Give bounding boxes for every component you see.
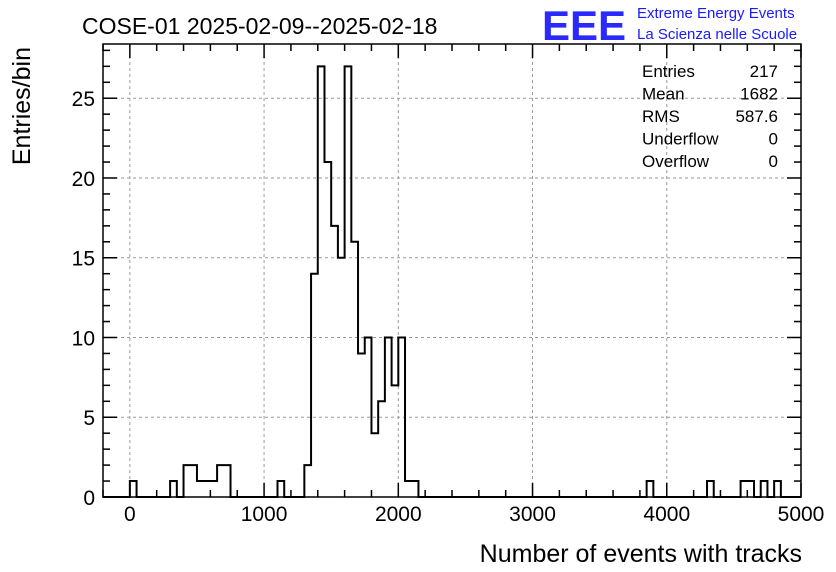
- eee-logo: EEE Extreme Energy Events La Scienza nel…: [542, 2, 797, 49]
- y-tick-label: 25: [72, 88, 95, 111]
- stats-value: 0: [769, 152, 778, 171]
- x-tick-label: 3000: [509, 503, 556, 526]
- stats-value: 1682: [740, 85, 778, 104]
- x-tick-label: 4000: [643, 503, 690, 526]
- stats-value: 0: [769, 130, 778, 149]
- stats-box: Entries 217 Mean 1682 RMS 587.6 Underflow 0 Over…: [642, 62, 778, 171]
- chart-title: COSE-01 2025-02-09--2025-02-18: [82, 13, 437, 39]
- y-axis-title: Entries/bin: [8, 47, 36, 165]
- y-tick-label: 20: [72, 168, 95, 191]
- logo-letters: EEE: [542, 2, 626, 49]
- logo-line1: Extreme Energy Events: [637, 5, 795, 22]
- logo-line2: La Scienza nelle Scuole: [637, 26, 797, 43]
- x-tick-label: 1000: [241, 503, 288, 526]
- x-tick-label: 0: [124, 503, 136, 526]
- stats-value: 217: [750, 62, 778, 81]
- grid-lines: [103, 44, 801, 497]
- stats-value: 587.6: [735, 107, 778, 126]
- y-tick-label: 10: [72, 327, 95, 350]
- y-tick-label: 5: [83, 407, 95, 430]
- y-tick-label: 0: [83, 487, 95, 510]
- x-tick-label: 5000: [778, 503, 825, 526]
- stats-label: Overflow: [642, 152, 710, 171]
- y-tick-label: 15: [72, 248, 95, 271]
- x-tick-label: 2000: [375, 503, 422, 526]
- x-axis-title: Number of events with tracks: [480, 540, 802, 568]
- stats-label: Entries: [642, 62, 695, 81]
- stats-label: Underflow: [642, 130, 719, 149]
- plot-frame: [102, 43, 802, 498]
- stats-label: RMS: [642, 107, 680, 126]
- stats-label: Mean: [642, 85, 685, 104]
- axis-ticks: 0 1000 2000 3000 4000 5000 0 5 10 15 20 25: [72, 44, 825, 526]
